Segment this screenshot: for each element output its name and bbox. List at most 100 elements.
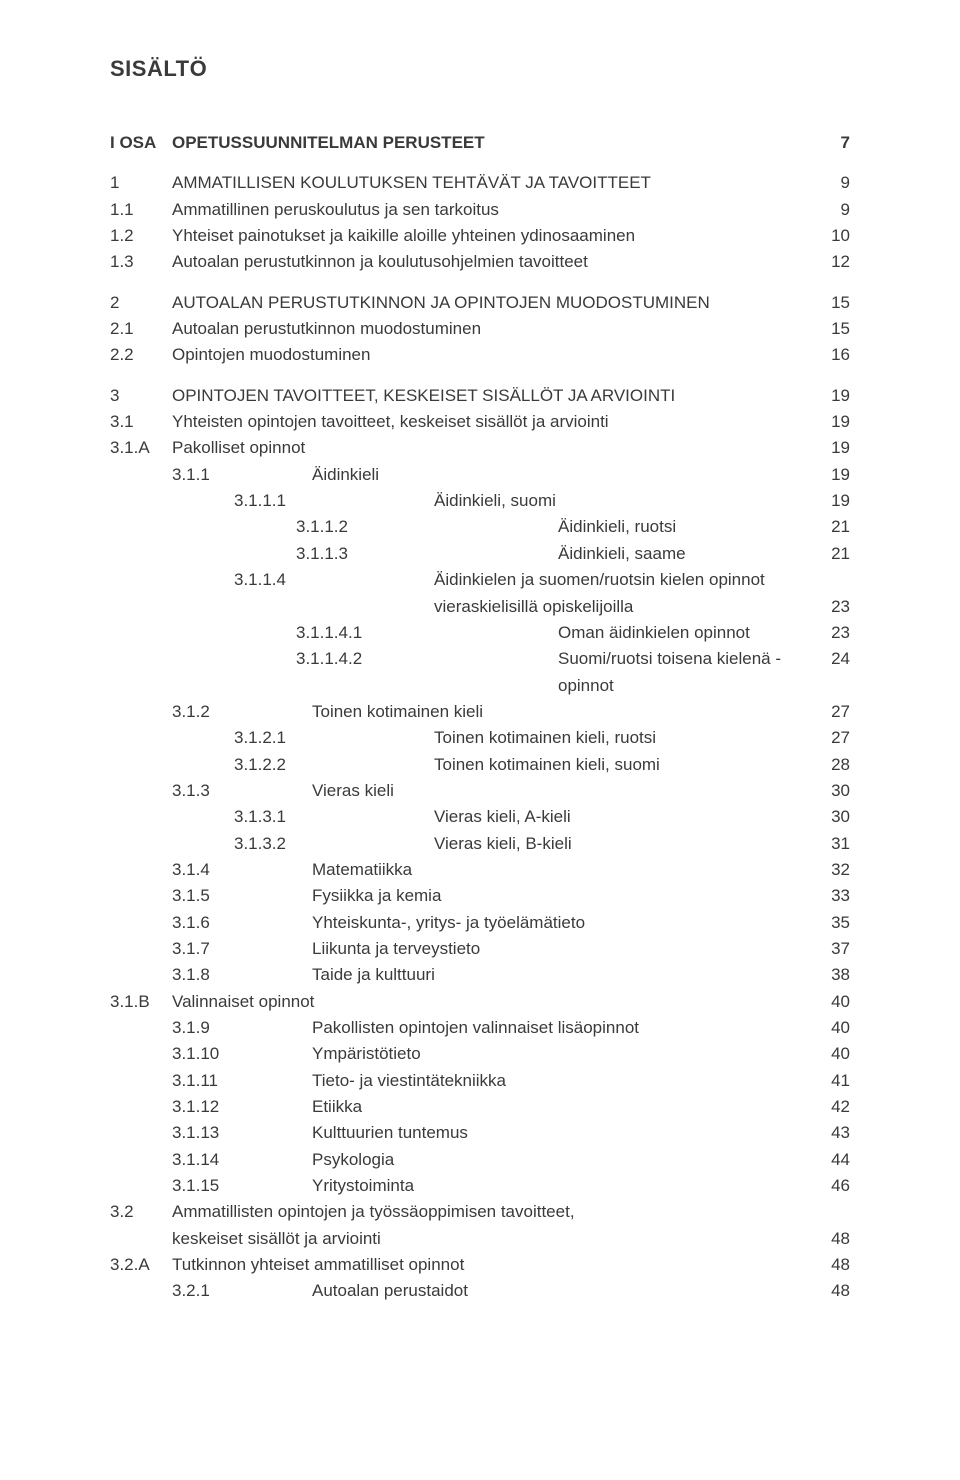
toc-entry-label: keskeiset sisällöt ja arviointi (172, 1226, 822, 1252)
toc-entry-number: 3.1.1.1 (110, 488, 434, 514)
toc-entry-page: 48 (822, 1252, 850, 1278)
toc-entry-number: 2.1 (110, 316, 172, 342)
toc-entry-number: 3.1.15 (110, 1173, 312, 1199)
toc-entry-label: Liikunta ja terveystieto (312, 936, 822, 962)
toc-entry-label: Taide ja kulttuuri (312, 962, 822, 988)
toc-entry-label: Oman äidinkielen opinnot (558, 620, 822, 646)
toc-entry-number: 3.1.1.2 (110, 514, 558, 540)
toc-entry-number: 3.1.2 (110, 699, 312, 725)
toc-entry-number: 3.1.8 (110, 962, 312, 988)
toc-entry: 3.1.7Liikunta ja terveystieto37 (110, 936, 850, 962)
toc-entry: 2.1Autoalan perustutkinnon muodostuminen… (110, 316, 850, 342)
toc-entry: 3.1.6Yhteiskunta-, yritys- ja työelämäti… (110, 910, 850, 936)
toc-entry-page: 31 (822, 831, 850, 857)
toc-entry: 3.1.3.1Vieras kieli, A-kieli30 (110, 804, 850, 830)
toc-entry-number: 3.1.5 (110, 883, 312, 909)
toc-entry: 3.1.14Psykologia44 (110, 1147, 850, 1173)
toc-entry: 1.3Autoalan perustutkinnon ja koulutusoh… (110, 249, 850, 275)
toc-entry-number: 3.1.7 (110, 936, 312, 962)
toc-entry: 3.2Ammatillisten opintojen ja työssäoppi… (110, 1199, 850, 1225)
toc-entry-page: 15 (822, 316, 850, 342)
toc-entry-label: Suomi/ruotsi toisena kielenä -opinnot (558, 646, 822, 699)
toc-entry-page: 38 (822, 962, 850, 988)
toc-entry-label: Autoalan perustutkinnon muodostuminen (172, 316, 822, 342)
toc-entry-number: 3.1.2.1 (110, 725, 434, 751)
toc-entry-page: 12 (822, 249, 850, 275)
toc-entry-label: Yhteisten opintojen tavoitteet, keskeise… (172, 409, 822, 435)
toc-entry-label: Tutkinnon yhteiset ammatilliset opinnot (172, 1252, 822, 1278)
toc-entry: 3.1.15Yritystoiminta46 (110, 1173, 850, 1199)
toc-entry-number: 3.1.1.4.1 (110, 620, 558, 646)
toc-entry-label: Valinnaiset opinnot (172, 989, 822, 1015)
toc-entry-number: 1.1 (110, 197, 172, 223)
toc-entry-label: Toinen kotimainen kieli, ruotsi (434, 725, 822, 751)
toc-entry-page: 33 (822, 883, 850, 909)
toc-entry-number: 3.1.1.4 (110, 567, 434, 593)
toc-entry: 3.1.BValinnaiset opinnot40 (110, 989, 850, 1015)
toc-entry-page: 41 (822, 1068, 850, 1094)
toc-entry-page: 40 (822, 989, 850, 1015)
toc-entry-number: 3.1.1.3 (110, 541, 558, 567)
toc-entry-page: 48 (822, 1226, 850, 1252)
toc-list: I OSAOPETUSSUUNNITELMAN PERUSTEET71AMMAT… (110, 130, 850, 1305)
toc-entry-number: 1.2 (110, 223, 172, 249)
toc-entry: 2.2Opintojen muodostuminen16 (110, 342, 850, 368)
toc-entry: 3.2.1Autoalan perustaidot48 (110, 1278, 850, 1304)
toc-entry-label: Äidinkielen ja suomen/ruotsin kielen opi… (434, 567, 822, 593)
toc-entry-label: Äidinkieli, suomi (434, 488, 822, 514)
toc-entry-page: 27 (822, 699, 850, 725)
toc-entry-page: 24 (822, 646, 850, 672)
toc-entry: 3.1.3Vieras kieli30 (110, 778, 850, 804)
toc-entry: 3OPINTOJEN TAVOITTEET, KESKEISET SISÄLLÖ… (110, 383, 850, 409)
toc-entry-label: AUTOALAN PERUSTUTKINNON JA OPINTOJEN MUO… (172, 290, 822, 316)
toc-entry-number: 3 (110, 383, 172, 409)
toc-entry-label: Fysiikka ja kemia (312, 883, 822, 909)
toc-entry: 3.1.1.4.2Suomi/ruotsi toisena kielenä -o… (110, 646, 850, 699)
toc-entry-page: 23 (822, 620, 850, 646)
toc-entry: 3.1.12Etiikka42 (110, 1094, 850, 1120)
toc-entry-label: vieraskielisillä opiskelijoilla (434, 594, 822, 620)
toc-entry-label: Ympäristötieto (312, 1041, 822, 1067)
toc-entry-number: 3.1.3.2 (110, 831, 434, 857)
toc-entry-label: Äidinkieli (312, 462, 822, 488)
toc-entry-page: 23 (822, 594, 850, 620)
toc-entry-label: Ammatillisten opintojen ja työssäoppimis… (172, 1199, 822, 1225)
toc-entry-number: 3.1.2.2 (110, 752, 434, 778)
toc-entry-page: 30 (822, 804, 850, 830)
toc-entry-number: 3.2.A (110, 1252, 172, 1278)
toc-entry-number: 3.1.13 (110, 1120, 312, 1146)
toc-entry: 3.1.1.2Äidinkieli, ruotsi21 (110, 514, 850, 540)
toc-entry: vieraskielisillä opiskelijoilla23 (110, 594, 850, 620)
toc-entry-label: AMMATILLISEN KOULUTUKSEN TEHTÄVÄT JA TAV… (172, 170, 822, 196)
toc-entry: I OSAOPETUSSUUNNITELMAN PERUSTEET7 (110, 130, 850, 156)
toc-entry: 3.1.1.1Äidinkieli, suomi19 (110, 488, 850, 514)
toc-entry-label: Yritystoiminta (312, 1173, 822, 1199)
toc-entry-label: Vieras kieli (312, 778, 822, 804)
toc-entry: 1.1Ammatillinen peruskoulutus ja sen tar… (110, 197, 850, 223)
toc-entry-number: 3.1.1 (110, 462, 312, 488)
toc-entry-number: 3.1 (110, 409, 172, 435)
toc-entry-label: Autoalan perustaidot (312, 1278, 822, 1304)
toc-entry: 3.1.2.1Toinen kotimainen kieli, ruotsi27 (110, 725, 850, 751)
toc-entry-label: Pakolliset opinnot (172, 435, 822, 461)
toc-entry-page: 19 (822, 409, 850, 435)
toc-entry-page: 43 (822, 1120, 850, 1146)
toc-entry: 3.1.4Matematiikka32 (110, 857, 850, 883)
toc-entry-page: 46 (822, 1173, 850, 1199)
toc-entry: 3.1.10Ympäristötieto40 (110, 1041, 850, 1067)
toc-entry-number: 3.1.14 (110, 1147, 312, 1173)
toc-entry-label: Yhteiset painotukset ja kaikille aloille… (172, 223, 822, 249)
toc-entry-page: 28 (822, 752, 850, 778)
toc-entry-number: 1.3 (110, 249, 172, 275)
toc-entry: keskeiset sisällöt ja arviointi48 (110, 1226, 850, 1252)
toc-entry-number: 2 (110, 290, 172, 316)
toc-entry-label: Äidinkieli, ruotsi (558, 514, 822, 540)
toc-entry-page: 15 (822, 290, 850, 316)
toc-entry-page: 19 (822, 488, 850, 514)
toc-entry: 3.1Yhteisten opintojen tavoitteet, keske… (110, 409, 850, 435)
toc-entry-page: 44 (822, 1147, 850, 1173)
toc-entry-label: Opintojen muodostuminen (172, 342, 822, 368)
toc-entry-label: Tieto- ja viestintätekniikka (312, 1068, 822, 1094)
toc-entry-page: 19 (822, 462, 850, 488)
toc-entry: 3.1.8Taide ja kulttuuri38 (110, 962, 850, 988)
